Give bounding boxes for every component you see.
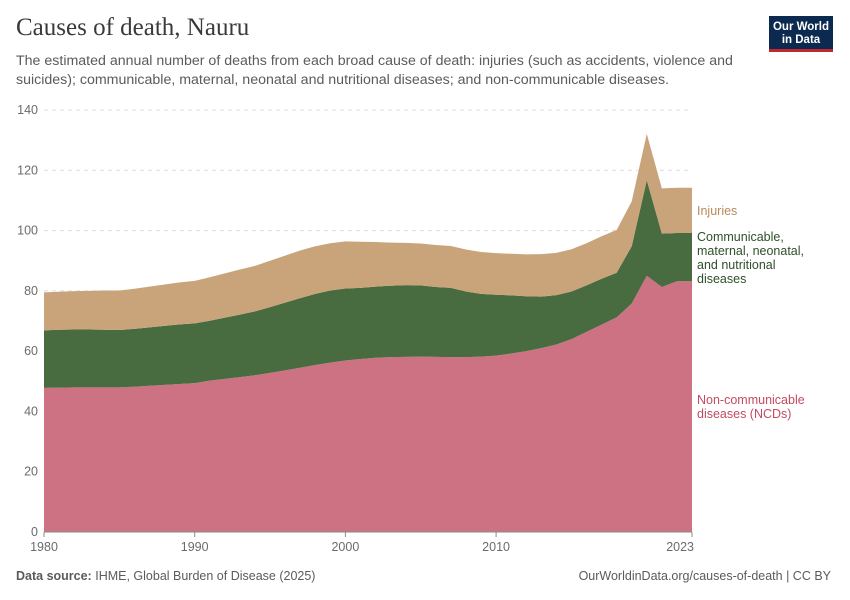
y-tick-label-100: 100 <box>17 224 38 238</box>
logo-line-2: in Data <box>781 34 821 46</box>
legend-line: and nutritional <box>697 258 776 272</box>
chart-title: Causes of death, Nauru <box>16 14 250 41</box>
y-tick-label-20: 20 <box>24 465 38 479</box>
legend-line: Non-communicable <box>697 393 805 407</box>
legend-ncds[interactable]: Non-communicable diseases (NCDs) <box>697 393 805 421</box>
y-tick-label-120: 120 <box>17 163 38 177</box>
y-tick-label-140: 140 <box>17 103 38 117</box>
legend-line: Injuries <box>697 204 738 218</box>
y-tick-label-80: 80 <box>24 284 38 298</box>
logo-line-1: Our World <box>772 21 829 33</box>
y-tick-label-0: 0 <box>31 525 38 539</box>
owid-logo[interactable]: Our World in Data <box>769 16 833 52</box>
legend-injuries[interactable]: Injuries <box>697 204 737 218</box>
legend-communicable[interactable]: Communicable, maternal, neonatal, and nutr… <box>697 230 804 286</box>
y-tick-label-40: 40 <box>24 404 38 418</box>
chart-subtitle: The estimated annual number of deaths fr… <box>16 53 733 88</box>
source-url[interactable]: OurWorldinData.org/causes-of-death | CC … <box>578 569 831 583</box>
legend-line: Communicable, <box>697 230 784 244</box>
area-series-1 <box>44 180 692 388</box>
data-source-label: Data source: <box>16 569 92 583</box>
legend-line: diseases (NCDs) <box>697 407 792 421</box>
x-tick-label-2010: 2010 <box>482 540 510 554</box>
x-tick-label-2000: 2000 <box>331 540 359 554</box>
area-series-2 <box>44 133 692 331</box>
x-tick-label-2023: 2023 <box>666 540 694 554</box>
x-tick-label-1980: 1980 <box>30 540 58 554</box>
data-source: Data source: IHME, Global Burden of Dise… <box>16 569 315 583</box>
data-source-text: IHME, Global Burden of Disease (2025) <box>95 569 316 583</box>
legend-line: maternal, neonatal, <box>697 244 805 258</box>
legend-line: diseases <box>697 272 747 286</box>
area-series-0 <box>44 275 692 532</box>
y-tick-label-60: 60 <box>24 344 38 358</box>
x-tick-label-1990: 1990 <box>181 540 209 554</box>
